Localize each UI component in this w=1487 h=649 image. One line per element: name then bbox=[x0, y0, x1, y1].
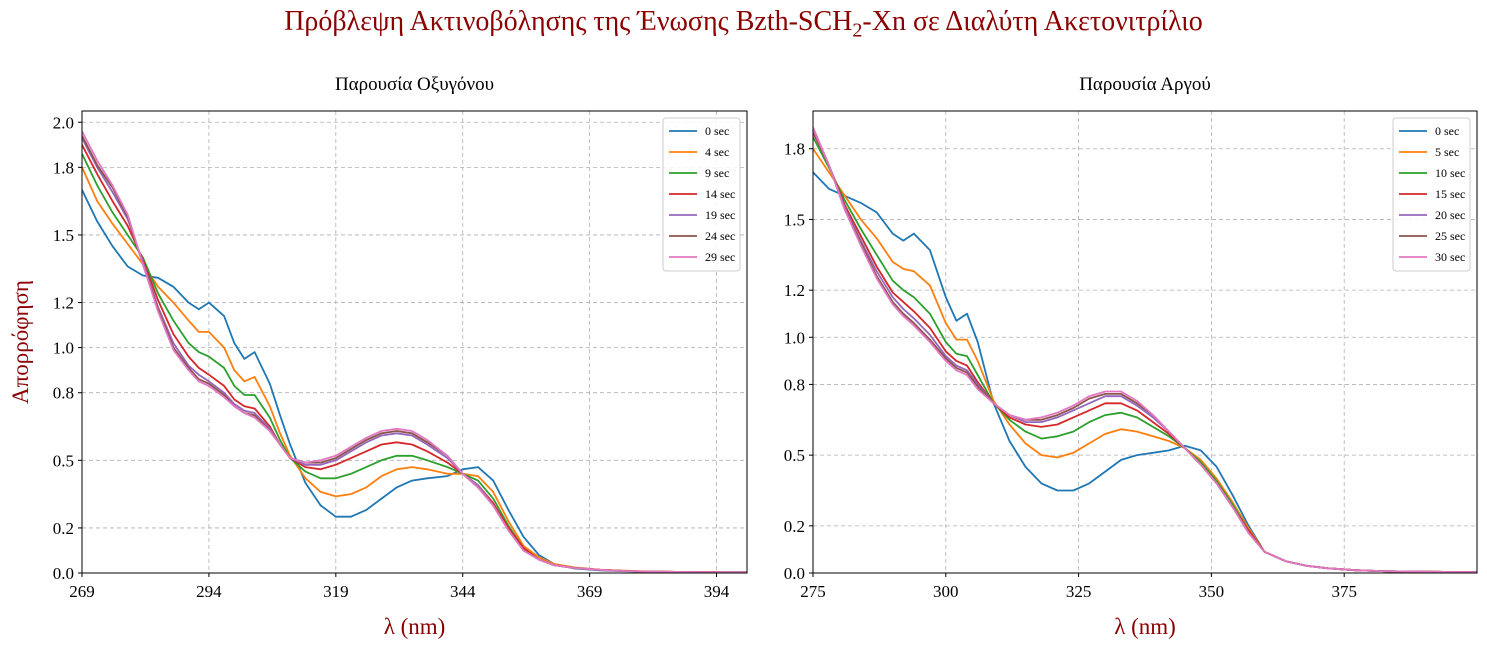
oxygen-y-tick-label: 1.2 bbox=[53, 294, 74, 313]
argon-y-tick-label: 0.0 bbox=[784, 564, 805, 583]
argon-series-line-6 bbox=[813, 127, 1477, 573]
oxygen-legend-label-5: 24 sec bbox=[705, 229, 735, 243]
oxygen-series-line-6 bbox=[82, 130, 747, 573]
oxygen-x-axis-label: λ (nm) bbox=[384, 614, 446, 639]
oxygen-y-tick-label: 0.5 bbox=[53, 451, 74, 470]
oxygen-y-tick-label: 1.0 bbox=[53, 339, 74, 358]
argon-legend-label-6: 30 sec bbox=[1435, 250, 1465, 264]
argon-legend-label-4: 20 sec bbox=[1435, 208, 1465, 222]
argon-x-tick-label: 325 bbox=[1066, 582, 1092, 601]
argon-axes-frame bbox=[812, 110, 1478, 574]
argon-y-tick-label: 0.2 bbox=[784, 517, 805, 536]
oxygen-chart-panel: 269 294 319 344 369 394 0.0 0.2 0.5 0.8 1.0 1.2 1.5 1… bbox=[8, 74, 748, 639]
argon-series-group bbox=[813, 127, 1477, 573]
oxygen-legend-label-4: 19 sec bbox=[705, 208, 735, 222]
oxygen-legend-label-2: 9 sec bbox=[705, 166, 729, 180]
argon-y-tick-label: 1.0 bbox=[784, 328, 805, 347]
figure-title: Πρόβλεψη Ακτινοβόλησης της Ένωσης Bzth-S… bbox=[0, 6, 1487, 43]
argon-x-tick-label: 300 bbox=[933, 582, 959, 601]
argon-chart-panel: 275 300 325 350 375 0.0 0.2 0.5 0.8 1.0 1.2 1.5 1.8 Π… bbox=[784, 74, 1478, 639]
oxygen-series-group bbox=[82, 130, 747, 573]
argon-plot-area bbox=[813, 111, 1477, 573]
argon-y-tick-label: 0.5 bbox=[784, 446, 805, 465]
argon-y-tick-label: 0.8 bbox=[784, 375, 805, 394]
figure-title-subscript: 2 bbox=[852, 19, 863, 42]
argon-y-tick-label: 1.8 bbox=[784, 140, 805, 159]
argon-legend: 0 sec 5 sec 10 sec 15 sec 20 sec 25 sec 30 sec bbox=[1392, 117, 1471, 272]
argon-legend-label-1: 5 sec bbox=[1435, 145, 1459, 159]
oxygen-x-tick-label: 269 bbox=[69, 582, 95, 601]
oxygen-legend-box bbox=[662, 117, 741, 272]
oxygen-y-tick-label: 1.8 bbox=[53, 158, 74, 177]
oxygen-legend: 0 sec 4 sec 9 sec 14 sec 19 sec 24 sec 29 sec bbox=[662, 117, 741, 272]
argon-legend-label-3: 15 sec bbox=[1435, 187, 1465, 201]
oxygen-y-axis-label: Απορρόφηση bbox=[8, 280, 33, 404]
argon-y-tick-label: 1.2 bbox=[784, 281, 805, 300]
oxygen-x-tick-label: 394 bbox=[704, 582, 730, 601]
oxygen-x-tick-label: 369 bbox=[577, 582, 603, 601]
argon-x-tick-label: 350 bbox=[1199, 582, 1225, 601]
argon-x-axis-label: λ (nm) bbox=[1114, 614, 1176, 639]
oxygen-legend-label-3: 14 sec bbox=[705, 187, 735, 201]
argon-x-tick-label: 375 bbox=[1331, 582, 1357, 601]
argon-legend-box bbox=[1392, 117, 1471, 272]
argon-x-tick-label: 275 bbox=[800, 582, 826, 601]
oxygen-y-tick-label: 0.0 bbox=[53, 564, 74, 583]
oxygen-y-tick-label: 0.2 bbox=[53, 519, 74, 538]
argon-chart-title: Παρουσία Αργού bbox=[1079, 74, 1211, 95]
oxygen-legend-label-0: 0 sec bbox=[705, 124, 729, 138]
oxygen-chart-title: Παρουσία Οξυγόνου bbox=[335, 74, 494, 95]
argon-legend-label-2: 10 sec bbox=[1435, 166, 1465, 180]
oxygen-legend-label-1: 4 sec bbox=[705, 145, 729, 159]
argon-legend-label-0: 0 sec bbox=[1435, 124, 1459, 138]
oxygen-plot-area bbox=[82, 111, 747, 573]
oxygen-axes-frame bbox=[81, 110, 748, 574]
oxygen-x-tick-label: 344 bbox=[450, 582, 476, 601]
figure-title-prefix: Πρόβλεψη Ακτινοβόλησης της Ένωσης Bzth-S… bbox=[284, 6, 853, 37]
figure-title-suffix: -Xn σε Διαλύτη Ακετονιτρίλιο bbox=[862, 6, 1203, 37]
oxygen-y-tick-label: 2.0 bbox=[53, 113, 74, 132]
argon-legend-label-5: 25 sec bbox=[1435, 229, 1465, 243]
argon-y-tick-label: 1.5 bbox=[784, 210, 805, 229]
oxygen-legend-label-6: 29 sec bbox=[705, 250, 735, 264]
oxygen-x-tick-label: 294 bbox=[196, 582, 222, 601]
oxygen-y-tick-label: 1.5 bbox=[53, 226, 74, 245]
oxygen-y-tick-label: 0.8 bbox=[53, 384, 74, 403]
oxygen-x-tick-label: 319 bbox=[323, 582, 349, 601]
